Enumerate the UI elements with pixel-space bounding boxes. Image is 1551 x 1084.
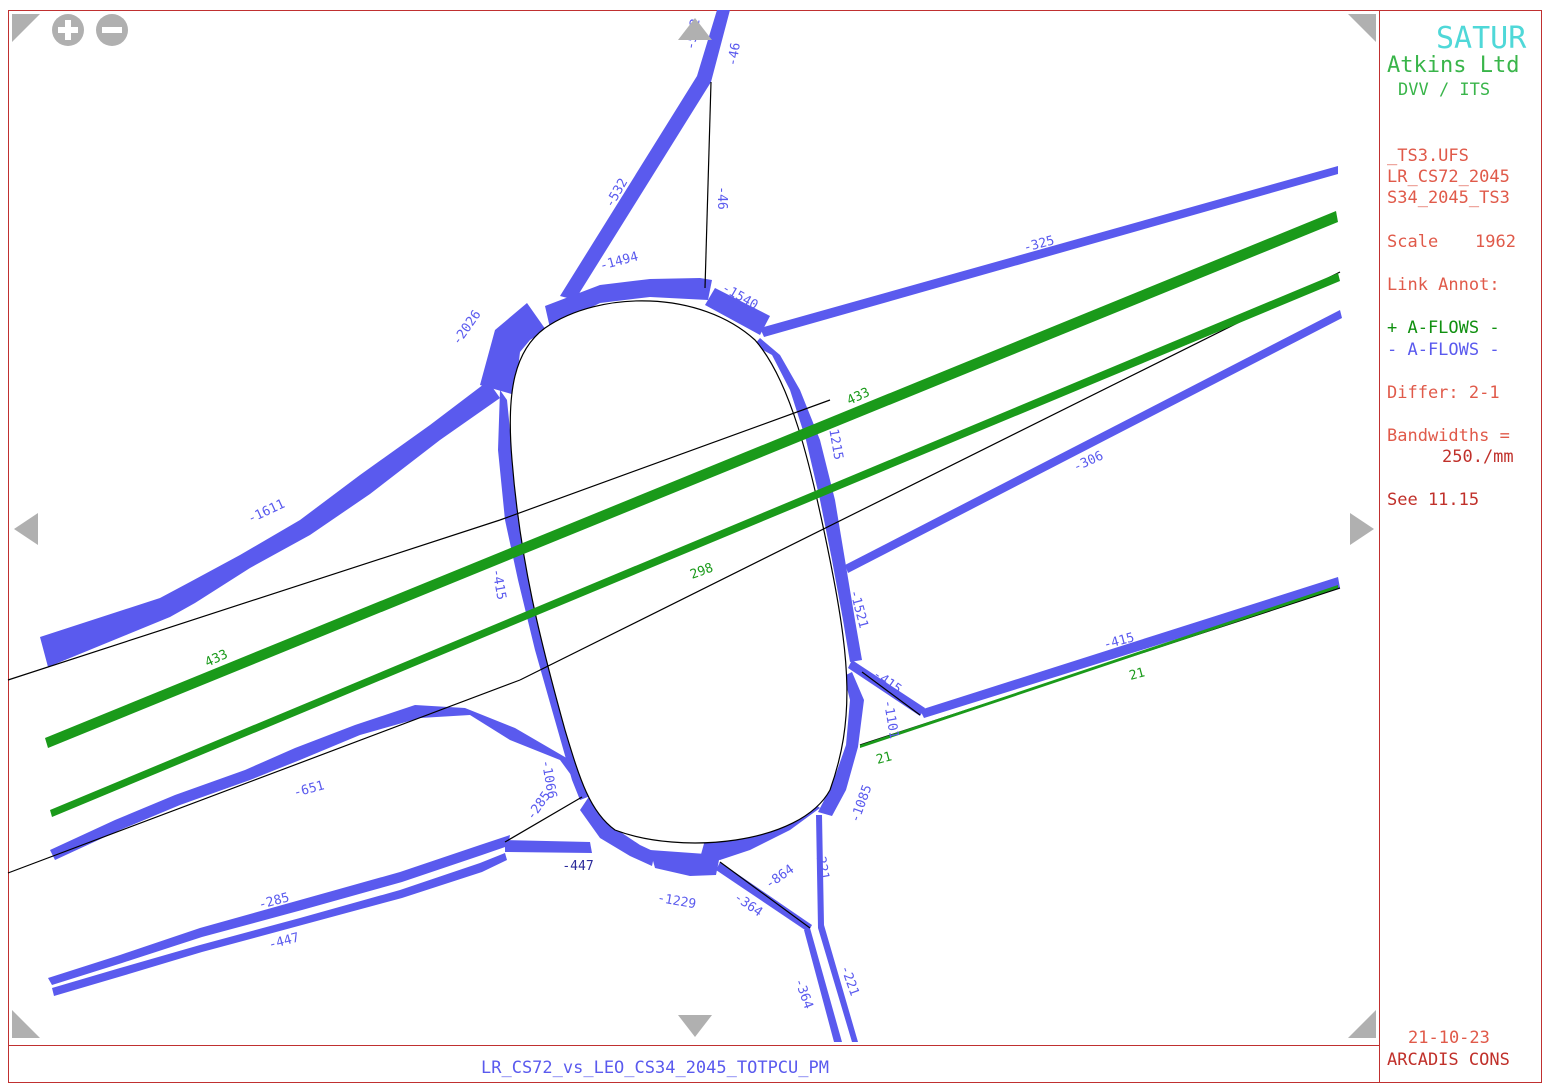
map-frame [8,10,1542,1083]
link-flow-label: -1066 [538,759,560,800]
link-flow-label: -1229 [656,891,697,913]
scale-value: 1962 [1475,232,1516,252]
link-flow-label: -447 [562,859,593,874]
link-flow-label: 21 [1128,665,1147,684]
link-flow-label: -46 [725,42,744,68]
pan-west-arrow[interactable] [14,513,38,545]
pan-southeast-arrow[interactable] [1348,1010,1376,1038]
link-flow-label: -1494 [598,249,640,274]
positive-flow-links [45,211,1340,817]
navigation-controls [12,14,1376,1038]
file-name-2: LR_CS72_2045 [1387,167,1510,187]
pan-east-arrow[interactable] [1350,513,1374,545]
zoom-in-plus-v [65,20,71,40]
link-annot-label: Link Annot: [1387,275,1500,295]
link-flow-label: -1611 [246,497,288,527]
plot-title: LR_CS72_vs_LEO_CS34_2045_TOTPCU_PM [481,1058,829,1078]
company-name: Atkins Ltd [1387,53,1520,78]
date-label: 21-10-23 [1408,1028,1490,1048]
link-flow-label: -864 [763,862,797,892]
link-flow-label: 21 [875,749,894,768]
pan-south-arrow[interactable] [678,1015,712,1037]
file-name-1: _TS3.UFS [1387,146,1469,166]
link-flow-label: 1215 [825,428,845,461]
link-flow-label: -364 [791,977,816,1012]
link-flow-label: -415 [488,568,508,601]
brand-title: SATUR [1436,21,1527,56]
see-reference: See 11.15 [1387,490,1480,510]
link-flow-label: -221 [811,848,831,881]
link-flow-label: -1085 [848,783,875,825]
legend-minus-flows: - A-FLOWS - [1387,340,1500,360]
link-flow-label: -447 [267,930,301,953]
roundabout-island [509,300,848,844]
file-name-3: S34_2045_TS3 [1387,188,1510,208]
scale-label: Scale [1387,232,1439,252]
differ-label: Differ: 2-1 [1387,383,1500,403]
link-flow-label: -1101 [880,699,902,740]
pan-northeast-arrow[interactable] [1348,14,1376,42]
legend-plus-flows: + A-FLOWS - [1387,318,1500,338]
link-flow-label: -2026 [450,308,485,349]
organisation-label: ARCADIS CONS [1387,1050,1510,1070]
pan-southwest-arrow[interactable] [12,1010,40,1038]
link-flow-label: -651 [292,778,326,801]
pan-north-arrow[interactable] [678,18,712,40]
zoom-out-minus [102,27,122,33]
pan-northwest-arrow[interactable] [12,14,40,42]
link-flow-label: -46 [714,186,729,209]
department-label: DVV / ITS [1398,80,1491,100]
bandwidths-label: Bandwidths = [1387,426,1510,446]
bandwidths-value: 250./mm [1442,447,1514,467]
